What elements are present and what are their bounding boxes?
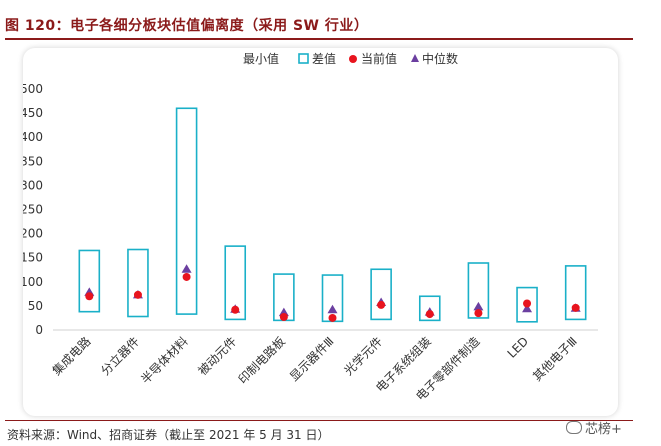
footer-rule (5, 420, 633, 421)
y-tick-label: 0 (35, 323, 43, 337)
chart: 最小值 差值 当前值 中位数 0 50 100 150 200 250 300 350 400 450 5… (23, 51, 598, 404)
y-tick-label: 50 (28, 299, 43, 313)
x-tick-label: 显示器件Ⅲ (287, 334, 337, 384)
title-rule (5, 38, 633, 40)
y-tick-label: 300 (23, 178, 43, 192)
source-note: 资料来源：Wind、招商证券（截止至 2021 年 5 月 31 日） (7, 428, 330, 442)
x-tick-label: 分立器件 (98, 334, 143, 379)
x-tick-label: 其他电子Ⅲ (530, 334, 580, 384)
current-value-dot (328, 313, 337, 322)
current-value-dot (279, 312, 288, 321)
range-box (127, 248, 149, 318)
legend-triangle-swatch (411, 54, 419, 62)
legend-label: 差值 (312, 51, 336, 66)
legend: 最小值 差值 当前值 中位数 (243, 51, 458, 66)
y-tick-label: 250 (23, 203, 43, 217)
range-box (78, 249, 101, 313)
figure-title: 图 120：电子各细分板块估值偏离度（采用 SW 行业） (5, 18, 369, 34)
current-value-dot (182, 272, 191, 281)
x-tick-label: LED (505, 334, 532, 361)
median-marker (181, 264, 192, 273)
legend-dot-swatch (349, 55, 357, 63)
y-tick-label: 100 (23, 275, 43, 289)
current-value-dot (571, 303, 580, 312)
current-value-dot (85, 292, 94, 301)
chart-frame: 最小值 差值 当前值 中位数 0 50 100 150 200 250 300 350 400 450 5… (23, 48, 618, 416)
current-value-dot (133, 290, 142, 299)
watermark: 芯榜+ (566, 418, 622, 437)
plot-area (78, 107, 587, 323)
current-value-dot (377, 300, 386, 309)
x-tick-label: 光学元件 (341, 334, 386, 379)
watermark-text: 芯榜+ (585, 422, 622, 437)
range-box (516, 286, 538, 323)
y-tick-label: 350 (23, 154, 43, 168)
legend-label: 当前值 (361, 51, 397, 66)
legend-box-swatch (298, 53, 309, 64)
y-tick-label: 400 (23, 130, 43, 144)
median-marker (327, 304, 338, 314)
x-tick-label: 印制电路板 (235, 334, 288, 387)
median-marker (522, 303, 533, 313)
current-value-dot (523, 299, 532, 308)
wechat-icon (566, 421, 582, 434)
range-box (175, 107, 198, 315)
y-tick-label: 500 (23, 82, 43, 96)
y-axis: 0 50 100 150 200 250 300 350 400 450 500 (23, 82, 43, 337)
x-tick-label: 半导体材料 (138, 334, 190, 386)
range-box (370, 268, 392, 321)
range-box (418, 295, 441, 322)
x-tick-label: 集成电路 (49, 334, 94, 379)
range-box (467, 262, 490, 319)
y-tick-label: 150 (23, 251, 43, 265)
legend-label: 中位数 (422, 51, 458, 66)
y-tick-label: 450 (23, 106, 43, 120)
x-tick-label: 被动元件 (195, 334, 239, 378)
y-tick-label: 200 (23, 227, 43, 241)
legend-label: 最小值 (243, 51, 279, 66)
current-value-dot (231, 305, 240, 314)
range-box (564, 265, 587, 321)
current-value-dot (425, 310, 434, 319)
range-box (224, 245, 247, 321)
current-value-dot (474, 309, 483, 318)
median-marker (473, 301, 484, 311)
